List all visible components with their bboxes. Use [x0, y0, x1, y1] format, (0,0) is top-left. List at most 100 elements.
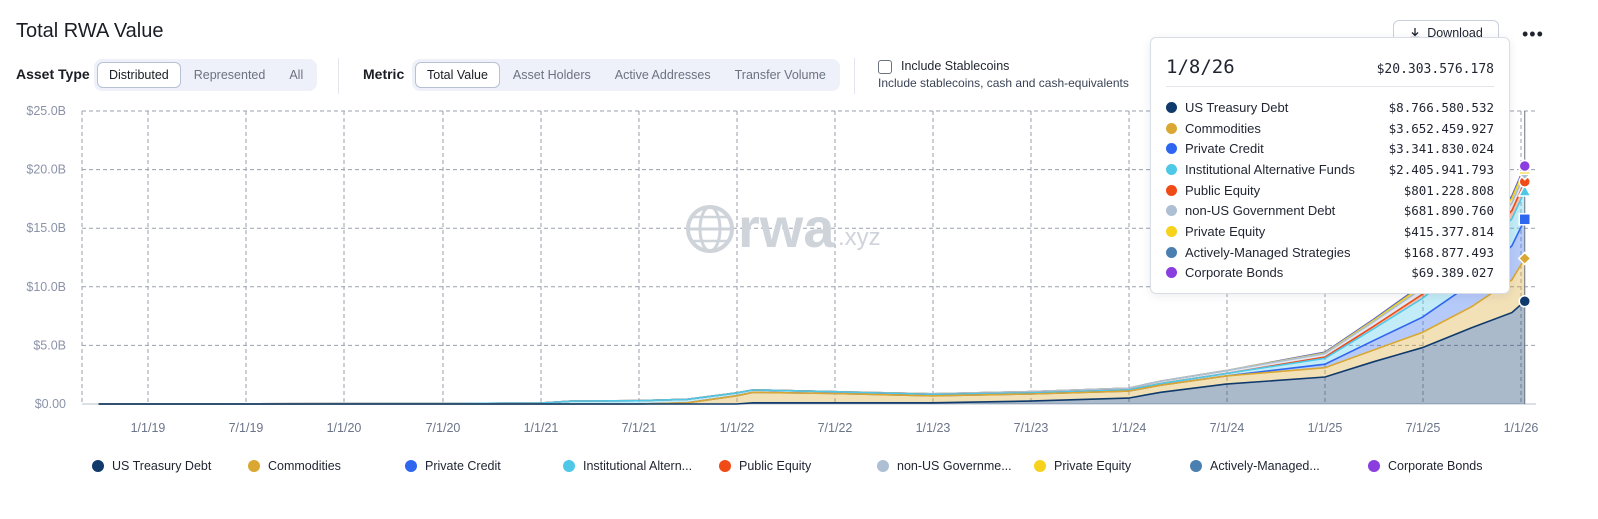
- legend-label: Corporate Bonds: [1388, 459, 1483, 473]
- tooltip-row: Institutional Alternative Funds $2.405.94…: [1166, 159, 1494, 180]
- legend-item[interactable]: Private Credit: [405, 459, 501, 473]
- tooltip-row: Commodities $3.652.459.927: [1166, 118, 1494, 139]
- series-color-dot: [1166, 205, 1177, 217]
- asset-type-option-all[interactable]: All: [289, 68, 304, 82]
- x-tick-label: 1/1/26: [1504, 421, 1539, 435]
- tooltip-row: Private Credit $3.341.830.024: [1166, 138, 1494, 159]
- tooltip-rows: US Treasury Debt $8.766.580.532 Commoditie…: [1166, 87, 1494, 283]
- tooltip-series-value: $2.405.941.793: [1388, 161, 1494, 177]
- legend-label: Commodities: [268, 459, 341, 473]
- metric-option-active-addresses[interactable]: Active Addresses: [614, 68, 711, 82]
- tooltip-row: non-US Government Debt $681.890.760: [1166, 200, 1494, 221]
- tooltip-row: Corporate Bonds $69.389.027: [1166, 263, 1494, 284]
- legend-label: US Treasury Debt: [112, 459, 212, 473]
- hover-marker: [1518, 294, 1532, 308]
- legend-color-dot: [1368, 460, 1380, 472]
- x-tick-label: 1/1/23: [916, 421, 951, 435]
- globe-icon: [686, 205, 734, 253]
- include-stablecoins-checkbox[interactable]: [878, 60, 892, 74]
- series-line: [98, 300, 1526, 405]
- area-us-treasury-debt: [98, 301, 1525, 404]
- x-axis: 1/1/19 7/1/19 1/1/20 7/1/20 1/1/21 7/1/21 1/1/…: [131, 421, 1539, 435]
- legend-color-dot: [248, 460, 260, 472]
- metric-toggle: Total Value Asset Holders Active Addresses…: [412, 59, 840, 91]
- y-tick-label: $0.00: [35, 397, 66, 411]
- x-tick-label: 7/1/24: [1210, 421, 1245, 435]
- tooltip-series-value: $8.766.580.532: [1388, 99, 1494, 115]
- legend-color-dot: [92, 460, 104, 472]
- tooltip-series-name: Institutional Alternative Funds: [1185, 161, 1355, 177]
- x-tick-label: 7/1/20: [426, 421, 461, 435]
- x-tick-label: 7/1/19: [229, 421, 264, 435]
- x-tick-label: 7/1/21: [622, 421, 657, 435]
- metric-option-total-value[interactable]: Total Value: [415, 62, 500, 88]
- legend-color-dot: [1190, 460, 1202, 472]
- more-options-icon[interactable]: •••: [1522, 24, 1544, 44]
- tooltip-series-name: Corporate Bonds: [1185, 265, 1284, 281]
- x-tick-label: 7/1/25: [1406, 421, 1441, 435]
- legend-item[interactable]: Actively-Managed...: [1190, 459, 1320, 473]
- tooltip-row: Actively-Managed Strategies $168.877.493: [1166, 242, 1494, 263]
- legend-color-dot: [719, 460, 731, 472]
- series-color-dot: [1166, 101, 1177, 113]
- legend-item[interactable]: Public Equity: [719, 459, 811, 473]
- x-tick-label: 1/1/20: [327, 421, 362, 435]
- legend-label: non-US Governme...: [897, 459, 1012, 473]
- tooltip-date: 1/8/26: [1166, 56, 1235, 78]
- hover-marker: [1518, 159, 1532, 173]
- asset-type-label: Asset Type: [16, 66, 90, 82]
- tooltip-series-name: Actively-Managed Strategies: [1185, 244, 1351, 260]
- metric-option-transfer-volume[interactable]: Transfer Volume: [734, 68, 826, 82]
- divider: [338, 58, 339, 94]
- legend-label: Institutional Altern...: [583, 459, 693, 473]
- legend-item[interactable]: Commodities: [248, 459, 341, 473]
- tooltip-series-name: Public Equity: [1185, 182, 1261, 198]
- asset-type-option-represented[interactable]: Represented: [193, 68, 266, 82]
- legend-color-dot: [405, 460, 417, 472]
- divider: [854, 58, 855, 94]
- series-color-dot: [1166, 225, 1177, 237]
- legend-color-dot: [563, 460, 575, 472]
- hover-marker: [1518, 213, 1532, 226]
- metric-option-asset-holders[interactable]: Asset Holders: [512, 68, 591, 82]
- asset-type-toggle: Distributed Represented All: [94, 59, 318, 91]
- series-color-dot: [1166, 184, 1177, 196]
- tooltip-series-value: $3.341.830.024: [1388, 141, 1494, 157]
- x-tick-label: 7/1/23: [1014, 421, 1049, 435]
- legend-item[interactable]: Private Equity: [1034, 459, 1131, 473]
- series-color-dot: [1166, 267, 1177, 279]
- y-axis: $0.00 $5.0B $10.0B $15.0B $20.0B $25.0B: [26, 104, 66, 411]
- y-tick-label: $25.0B: [26, 104, 66, 118]
- legend-label: Public Equity: [739, 459, 812, 473]
- hover-marker: [1517, 183, 1533, 197]
- series-color-dot: [1166, 143, 1177, 155]
- asset-type-option-distributed[interactable]: Distributed: [97, 62, 181, 88]
- x-tick-label: 1/1/21: [524, 421, 559, 435]
- tooltip-series-name: Private Equity: [1185, 223, 1266, 239]
- page-title: Total RWA Value: [16, 20, 164, 42]
- legend-item[interactable]: Institutional Altern...: [563, 459, 692, 473]
- hover-tooltip: 1/8/26 $20.303.576.178 US Treasury Debt $…: [1150, 37, 1510, 294]
- series-color-dot: [1166, 122, 1177, 134]
- watermark-main: rwa: [738, 196, 835, 259]
- legend-item[interactable]: non-US Governme...: [877, 459, 1012, 473]
- legend-item[interactable]: Corporate Bonds: [1368, 459, 1483, 473]
- tooltip-series-value: $801.228.808: [1403, 182, 1494, 198]
- include-stablecoins-description: Include stablecoins, cash and cash-equiv…: [878, 76, 1129, 90]
- legend-item[interactable]: US Treasury Debt: [92, 459, 211, 473]
- metric-label: Metric: [363, 66, 405, 82]
- hover-marker: [1517, 251, 1532, 266]
- series-color-dot: [1166, 246, 1177, 258]
- x-tick-label: 1/1/22: [720, 421, 755, 435]
- tooltip-series-name: Commodities: [1185, 120, 1261, 136]
- tooltip-series-name: non-US Government Debt: [1185, 203, 1336, 219]
- tooltip-row: Public Equity $801.228.808: [1166, 180, 1494, 201]
- series-color-dot: [1166, 163, 1177, 175]
- stacked-areas: [98, 165, 1526, 405]
- legend-color-dot: [1034, 460, 1046, 472]
- hover-markers: [1517, 111, 1533, 404]
- include-stablecoins-label[interactable]: Include Stablecoins: [901, 59, 1010, 73]
- tooltip-series-name: Private Credit: [1185, 141, 1264, 157]
- y-tick-label: $10.0B: [26, 280, 66, 294]
- legend-color-dot: [877, 460, 889, 472]
